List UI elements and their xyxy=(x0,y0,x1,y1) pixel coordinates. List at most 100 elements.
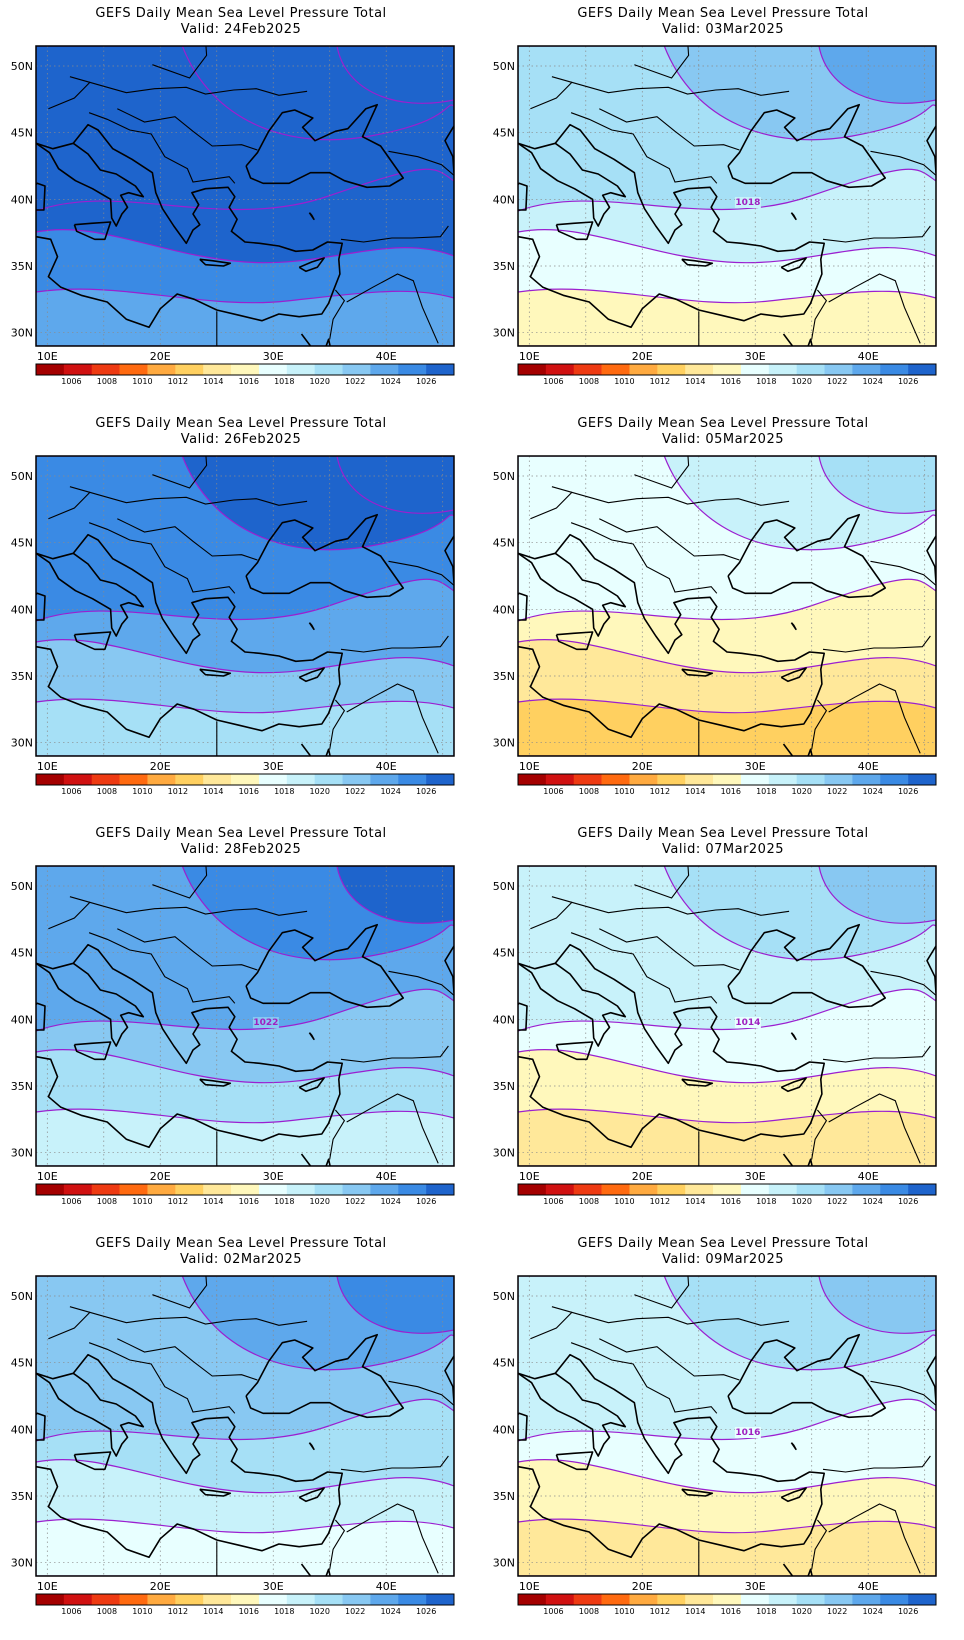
country-border xyxy=(340,635,449,653)
country-border xyxy=(88,1342,236,1414)
colorbar-swatch xyxy=(796,1594,825,1605)
latitude-label: 45N xyxy=(493,1357,515,1370)
colorbar-label: 1010 xyxy=(614,1197,634,1206)
colorbar-swatch xyxy=(398,774,427,785)
longitude-label: 10E xyxy=(519,1580,540,1593)
colorbar-swatch xyxy=(573,364,602,375)
colorbar-swatch xyxy=(342,1594,371,1605)
colorbar-swatch xyxy=(518,1184,547,1195)
country-border xyxy=(530,901,573,930)
coastline xyxy=(199,668,232,677)
panel-valid-date: Valid: 26Feb2025 xyxy=(180,432,302,447)
colorbar-label: 1018 xyxy=(274,1607,294,1616)
contour-label: 1018 xyxy=(735,198,760,208)
coastline xyxy=(780,257,807,273)
country-border xyxy=(69,76,308,96)
country-border xyxy=(340,225,449,243)
colorbar-label: 1016 xyxy=(239,1607,259,1616)
colorbar-swatch xyxy=(231,774,260,785)
colorbar-label: 1012 xyxy=(650,377,670,386)
colorbar: 1006 1008 1010 1012 1014 1016 1018 1020 1022 1024… xyxy=(35,363,455,386)
coastline xyxy=(780,1487,807,1503)
colorbar-swatch xyxy=(740,774,770,785)
country-border xyxy=(152,866,208,899)
coastline xyxy=(681,258,714,267)
coastline xyxy=(790,212,797,221)
coastline xyxy=(555,1041,594,1061)
colorbar-label: 1012 xyxy=(168,1197,188,1206)
latitude-label: 40N xyxy=(11,1423,33,1436)
coastline xyxy=(308,1032,315,1041)
latitude-label: 30N xyxy=(11,737,33,750)
country-border xyxy=(551,1306,790,1326)
coastline xyxy=(681,1078,714,1087)
country-border xyxy=(634,866,690,899)
colorbar-label: 1020 xyxy=(792,1197,812,1206)
coastline xyxy=(727,103,886,189)
colorbar-swatch xyxy=(426,774,455,785)
colorbar-swatch xyxy=(908,364,937,375)
country-border xyxy=(69,486,308,506)
borders xyxy=(48,866,454,1166)
latitude-label: 40N xyxy=(493,603,515,616)
colorbar-swatch xyxy=(908,774,937,785)
colorbar-label: 1026 xyxy=(416,377,436,386)
longitude-label: 30E xyxy=(263,760,284,773)
colorbar-swatch xyxy=(657,1184,686,1195)
colorbar-label: 1014 xyxy=(203,1607,223,1616)
colorbar-label: 1008 xyxy=(579,377,599,386)
coastline xyxy=(555,1451,594,1471)
coastline xyxy=(36,142,145,227)
colorbar-label: 1016 xyxy=(721,1197,741,1206)
colorbar-swatch xyxy=(768,1594,797,1605)
panel-title: GEFS Daily Mean Sea Level Pressure Total xyxy=(577,1236,869,1251)
longitude-label: 40E xyxy=(858,350,879,363)
latitude-label: 40N xyxy=(493,1423,515,1436)
colorbar-label: 1010 xyxy=(132,787,152,796)
contour-label: 1014 xyxy=(735,1018,760,1028)
colorbar-swatch xyxy=(657,1594,686,1605)
colorbar-swatch xyxy=(175,1594,204,1605)
colorbar-swatch xyxy=(370,1184,399,1195)
colorbar-label: 1012 xyxy=(650,1197,670,1206)
pressure-band-low xyxy=(36,1518,454,1576)
country-border xyxy=(346,1093,439,1164)
colorbar-swatch xyxy=(685,774,714,785)
latitude-label: 30N xyxy=(493,327,515,340)
colorbar-label: 1024 xyxy=(862,1607,882,1616)
country-border xyxy=(69,896,308,916)
country-border xyxy=(152,456,208,489)
colorbar: 1006 1008 1010 1012 1014 1016 1018 1020 1022 1024… xyxy=(35,773,455,796)
latitude-label: 40N xyxy=(493,1013,515,1026)
map-frame xyxy=(35,865,455,1167)
coastlines xyxy=(518,923,936,1166)
longitude-label: 20E xyxy=(632,1170,653,1183)
colorbar-label: 1018 xyxy=(756,377,776,386)
longitude-label: 20E xyxy=(150,1170,171,1183)
country-border xyxy=(340,1045,449,1063)
colorbar-swatch xyxy=(426,1594,455,1605)
colorbar-label: 1012 xyxy=(650,787,670,796)
country-border xyxy=(551,896,790,916)
panel-valid-date: Valid: 02Mar2025 xyxy=(180,1252,302,1267)
graticule xyxy=(518,1276,936,1576)
coastline xyxy=(36,943,343,1149)
panel-valid-date: Valid: 28Feb2025 xyxy=(180,842,302,857)
coastline xyxy=(36,552,145,637)
colorbar-swatch xyxy=(545,774,575,785)
colorbar-frame xyxy=(35,773,455,786)
colorbar-swatch xyxy=(713,774,742,785)
colorbar-label: 1022 xyxy=(345,1197,365,1206)
colorbar-label: 1022 xyxy=(827,1607,847,1616)
colorbar-swatch xyxy=(203,774,232,785)
country-border xyxy=(329,1109,346,1160)
latitude-label: 40N xyxy=(11,603,33,616)
latitude-label: 30N xyxy=(11,1147,33,1160)
colorbar-label: 1024 xyxy=(862,1197,882,1206)
latitude-label: 45N xyxy=(11,947,33,960)
latitude-label: 45N xyxy=(493,127,515,140)
coastline xyxy=(518,533,825,739)
